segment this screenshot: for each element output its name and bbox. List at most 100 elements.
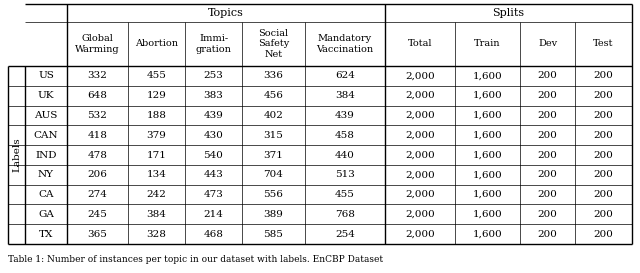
Text: 315: 315 bbox=[264, 131, 284, 140]
Text: 214: 214 bbox=[204, 210, 223, 219]
Text: CAN: CAN bbox=[34, 131, 58, 140]
Text: 2,000: 2,000 bbox=[405, 190, 435, 199]
Text: 383: 383 bbox=[204, 91, 223, 100]
Text: 2,000: 2,000 bbox=[405, 230, 435, 239]
Text: 585: 585 bbox=[264, 230, 284, 239]
Text: 624: 624 bbox=[335, 71, 355, 80]
Text: 443: 443 bbox=[204, 170, 223, 179]
Text: 200: 200 bbox=[538, 230, 557, 239]
Text: 418: 418 bbox=[88, 131, 108, 140]
Text: IND: IND bbox=[35, 150, 57, 159]
Text: 556: 556 bbox=[264, 190, 284, 199]
Text: 1,600: 1,600 bbox=[472, 210, 502, 219]
Text: NY: NY bbox=[38, 170, 54, 179]
Text: 2,000: 2,000 bbox=[405, 150, 435, 159]
Text: 1,600: 1,600 bbox=[472, 131, 502, 140]
Text: TX: TX bbox=[39, 230, 53, 239]
Text: 430: 430 bbox=[204, 131, 223, 140]
Text: 384: 384 bbox=[147, 210, 166, 219]
Text: Test: Test bbox=[593, 40, 614, 49]
Text: 455: 455 bbox=[147, 71, 166, 80]
Text: Abortion: Abortion bbox=[135, 40, 178, 49]
Text: 768: 768 bbox=[335, 210, 355, 219]
Text: 200: 200 bbox=[538, 170, 557, 179]
Text: 200: 200 bbox=[538, 190, 557, 199]
Text: 253: 253 bbox=[204, 71, 223, 80]
Text: CA: CA bbox=[38, 190, 54, 199]
Text: 129: 129 bbox=[147, 91, 166, 100]
Text: 379: 379 bbox=[147, 131, 166, 140]
Text: 1,600: 1,600 bbox=[472, 91, 502, 100]
Text: 200: 200 bbox=[593, 111, 613, 120]
Text: 2,000: 2,000 bbox=[405, 111, 435, 120]
Text: 200: 200 bbox=[538, 91, 557, 100]
Text: Labels: Labels bbox=[12, 138, 21, 172]
Text: Dev: Dev bbox=[538, 40, 557, 49]
Text: 206: 206 bbox=[88, 170, 108, 179]
Text: 328: 328 bbox=[147, 230, 166, 239]
Text: 200: 200 bbox=[538, 111, 557, 120]
Text: Social
Safety
Net: Social Safety Net bbox=[258, 29, 289, 59]
Text: Topics: Topics bbox=[208, 8, 244, 18]
Text: 513: 513 bbox=[335, 170, 355, 179]
Text: 478: 478 bbox=[88, 150, 108, 159]
Text: 200: 200 bbox=[593, 150, 613, 159]
Text: 200: 200 bbox=[538, 131, 557, 140]
Text: 439: 439 bbox=[204, 111, 223, 120]
Text: 540: 540 bbox=[204, 150, 223, 159]
Text: US: US bbox=[38, 71, 54, 80]
Text: 389: 389 bbox=[264, 210, 284, 219]
Text: 188: 188 bbox=[147, 111, 166, 120]
Text: 200: 200 bbox=[593, 71, 613, 80]
Text: 384: 384 bbox=[335, 91, 355, 100]
Text: 440: 440 bbox=[335, 150, 355, 159]
Text: 134: 134 bbox=[147, 170, 166, 179]
Text: AUS: AUS bbox=[35, 111, 58, 120]
Text: 1,600: 1,600 bbox=[472, 230, 502, 239]
Text: 473: 473 bbox=[204, 190, 223, 199]
Text: 1,600: 1,600 bbox=[472, 111, 502, 120]
Text: 439: 439 bbox=[335, 111, 355, 120]
Text: 648: 648 bbox=[88, 91, 108, 100]
Text: UK: UK bbox=[38, 91, 54, 100]
Text: 2,000: 2,000 bbox=[405, 131, 435, 140]
Text: 1,600: 1,600 bbox=[472, 71, 502, 80]
Text: GA: GA bbox=[38, 210, 54, 219]
Text: 332: 332 bbox=[88, 71, 108, 80]
Text: 456: 456 bbox=[264, 91, 284, 100]
Text: 468: 468 bbox=[204, 230, 223, 239]
Text: 365: 365 bbox=[88, 230, 108, 239]
Text: 200: 200 bbox=[593, 190, 613, 199]
Text: 200: 200 bbox=[538, 210, 557, 219]
Text: Global
Warming: Global Warming bbox=[75, 34, 120, 54]
Text: 200: 200 bbox=[538, 150, 557, 159]
Text: 336: 336 bbox=[264, 71, 284, 80]
Text: 200: 200 bbox=[593, 91, 613, 100]
Text: 254: 254 bbox=[335, 230, 355, 239]
Text: 1,600: 1,600 bbox=[472, 190, 502, 199]
Text: Mandatory
Vaccination: Mandatory Vaccination bbox=[316, 34, 374, 54]
Text: 532: 532 bbox=[88, 111, 108, 120]
Text: Splits: Splits bbox=[492, 8, 525, 18]
Text: 242: 242 bbox=[147, 190, 166, 199]
Text: 245: 245 bbox=[88, 210, 108, 219]
Text: 402: 402 bbox=[264, 111, 284, 120]
Text: Table 1: Number of instances per topic in our dataset with labels. EnCBP Dataset: Table 1: Number of instances per topic i… bbox=[8, 256, 383, 265]
Text: 455: 455 bbox=[335, 190, 355, 199]
Text: 200: 200 bbox=[593, 131, 613, 140]
Text: 2,000: 2,000 bbox=[405, 91, 435, 100]
Text: 171: 171 bbox=[147, 150, 166, 159]
Text: 2,000: 2,000 bbox=[405, 210, 435, 219]
Text: 458: 458 bbox=[335, 131, 355, 140]
Text: 200: 200 bbox=[593, 230, 613, 239]
Text: Train: Train bbox=[474, 40, 500, 49]
Text: 1,600: 1,600 bbox=[472, 170, 502, 179]
Text: 200: 200 bbox=[593, 210, 613, 219]
Text: 2,000: 2,000 bbox=[405, 170, 435, 179]
Text: 200: 200 bbox=[538, 71, 557, 80]
Text: 200: 200 bbox=[593, 170, 613, 179]
Text: Total: Total bbox=[408, 40, 432, 49]
Text: 371: 371 bbox=[264, 150, 284, 159]
Text: 274: 274 bbox=[88, 190, 108, 199]
Text: Immi-
gration: Immi- gration bbox=[196, 34, 232, 54]
